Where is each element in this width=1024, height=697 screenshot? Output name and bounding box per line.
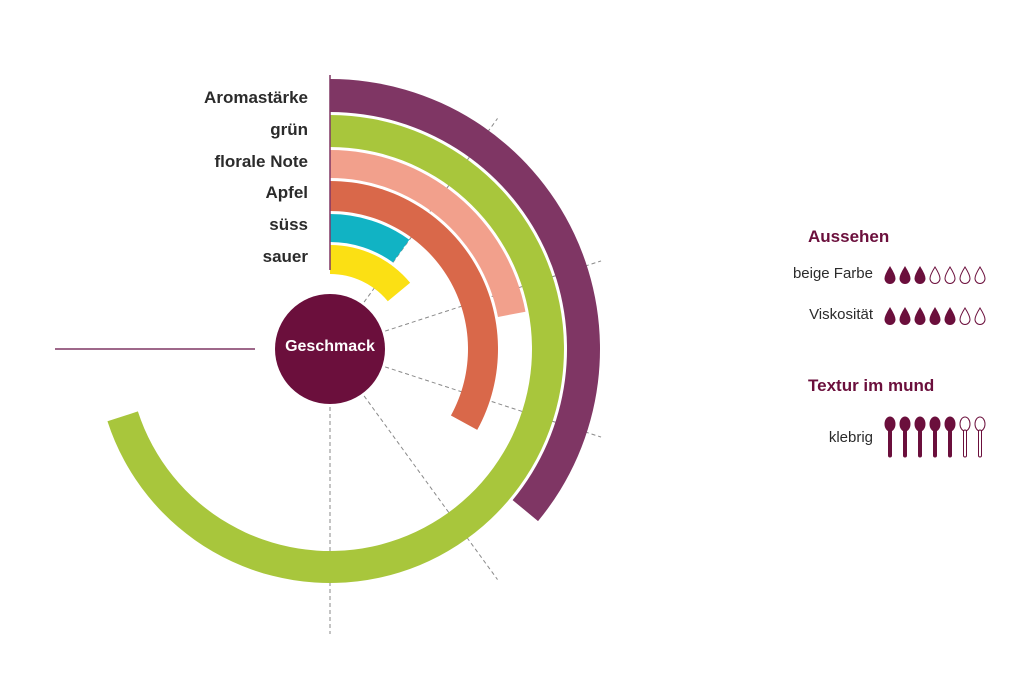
spoon-filled-icon — [945, 417, 955, 457]
drop-empty-icon — [930, 267, 940, 284]
label-suess: süss — [108, 215, 308, 235]
drop-empty-icon — [960, 308, 970, 325]
klebrig-label: klebrig — [733, 429, 873, 446]
viskositaet-label: Viskosität — [733, 306, 873, 323]
spoon-empty-icon — [975, 417, 985, 457]
drop-filled-icon — [885, 267, 895, 284]
drop-filled-icon — [930, 308, 940, 325]
label-gruen: grün — [108, 120, 308, 140]
textur-title: Textur im mund — [808, 376, 934, 396]
spoon-filled-icon — [900, 417, 910, 457]
label-sauer: sauer — [108, 247, 308, 267]
spoon-filled-icon — [930, 417, 940, 457]
label-florale-note: florale Note — [108, 152, 308, 172]
aussehen-title: Aussehen — [808, 227, 889, 247]
drop-filled-icon — [900, 308, 910, 325]
spoon-filled-icon — [885, 417, 895, 457]
label-apfel: Apfel — [108, 183, 308, 203]
drop-filled-icon — [915, 267, 925, 284]
drop-filled-icon — [915, 308, 925, 325]
drop-filled-icon — [945, 308, 955, 325]
beige-farbe-rating — [881, 265, 1001, 292]
drop-empty-icon — [975, 308, 985, 325]
beige-farbe-label: beige Farbe — [733, 265, 873, 282]
viskositaet-rating — [881, 306, 1001, 333]
drop-filled-icon — [900, 267, 910, 284]
spoon-empty-icon — [960, 417, 970, 457]
label-aromastaerke: Aromastärke — [108, 88, 308, 108]
drop-empty-icon — [960, 267, 970, 284]
drop-empty-icon — [975, 267, 985, 284]
klebrig-rating — [883, 415, 1003, 466]
center-label: Geschmack — [276, 338, 384, 356]
spoon-filled-icon — [915, 417, 925, 457]
drop-filled-icon — [885, 308, 895, 325]
drop-empty-icon — [945, 267, 955, 284]
